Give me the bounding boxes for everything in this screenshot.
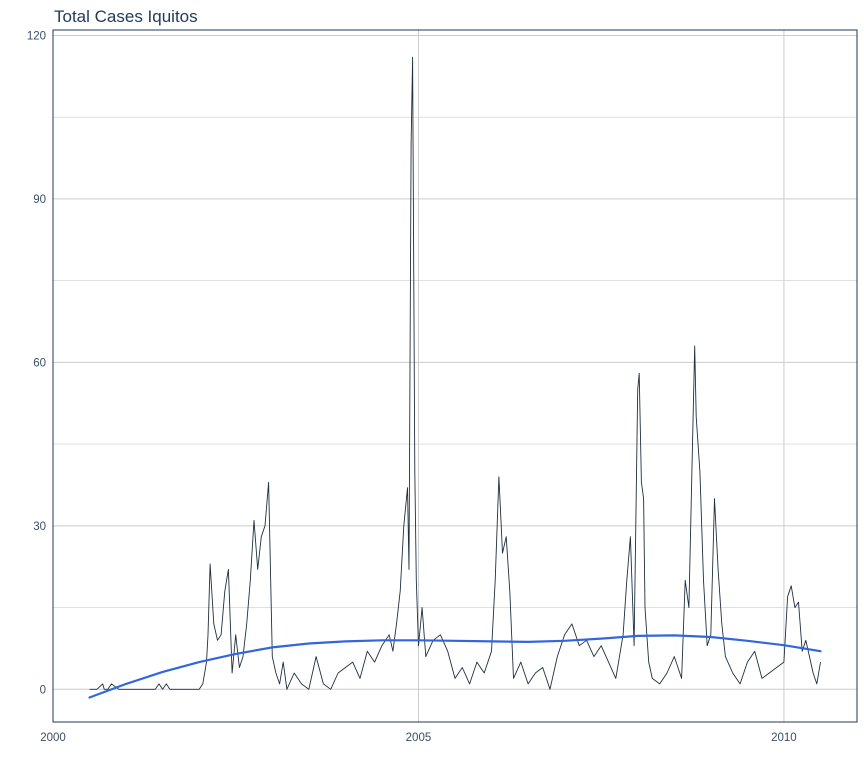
series-layer — [88, 56, 822, 699]
x-tick-label: 2000 — [40, 732, 66, 744]
y-tick-label: 90 — [33, 194, 46, 206]
y-tick-label: 60 — [33, 357, 46, 369]
x-tick-label: 2010 — [771, 732, 797, 744]
y-tick-label: 30 — [33, 521, 46, 533]
plot-border — [52, 29, 858, 723]
grid-lines — [52, 30, 857, 722]
tick-labels: 0 30 60 90 120 2000 2005 2010 — [27, 30, 797, 744]
y-tick-label: 0 — [40, 684, 46, 696]
plot-frame — [52, 29, 858, 723]
trend-line — [88, 634, 822, 699]
x-tick-label: 2005 — [406, 732, 432, 744]
chart-title: Total Cases Iquitos — [54, 7, 198, 26]
y-tick-label: 120 — [27, 30, 46, 42]
series-line-total-cases — [89, 56, 821, 690]
